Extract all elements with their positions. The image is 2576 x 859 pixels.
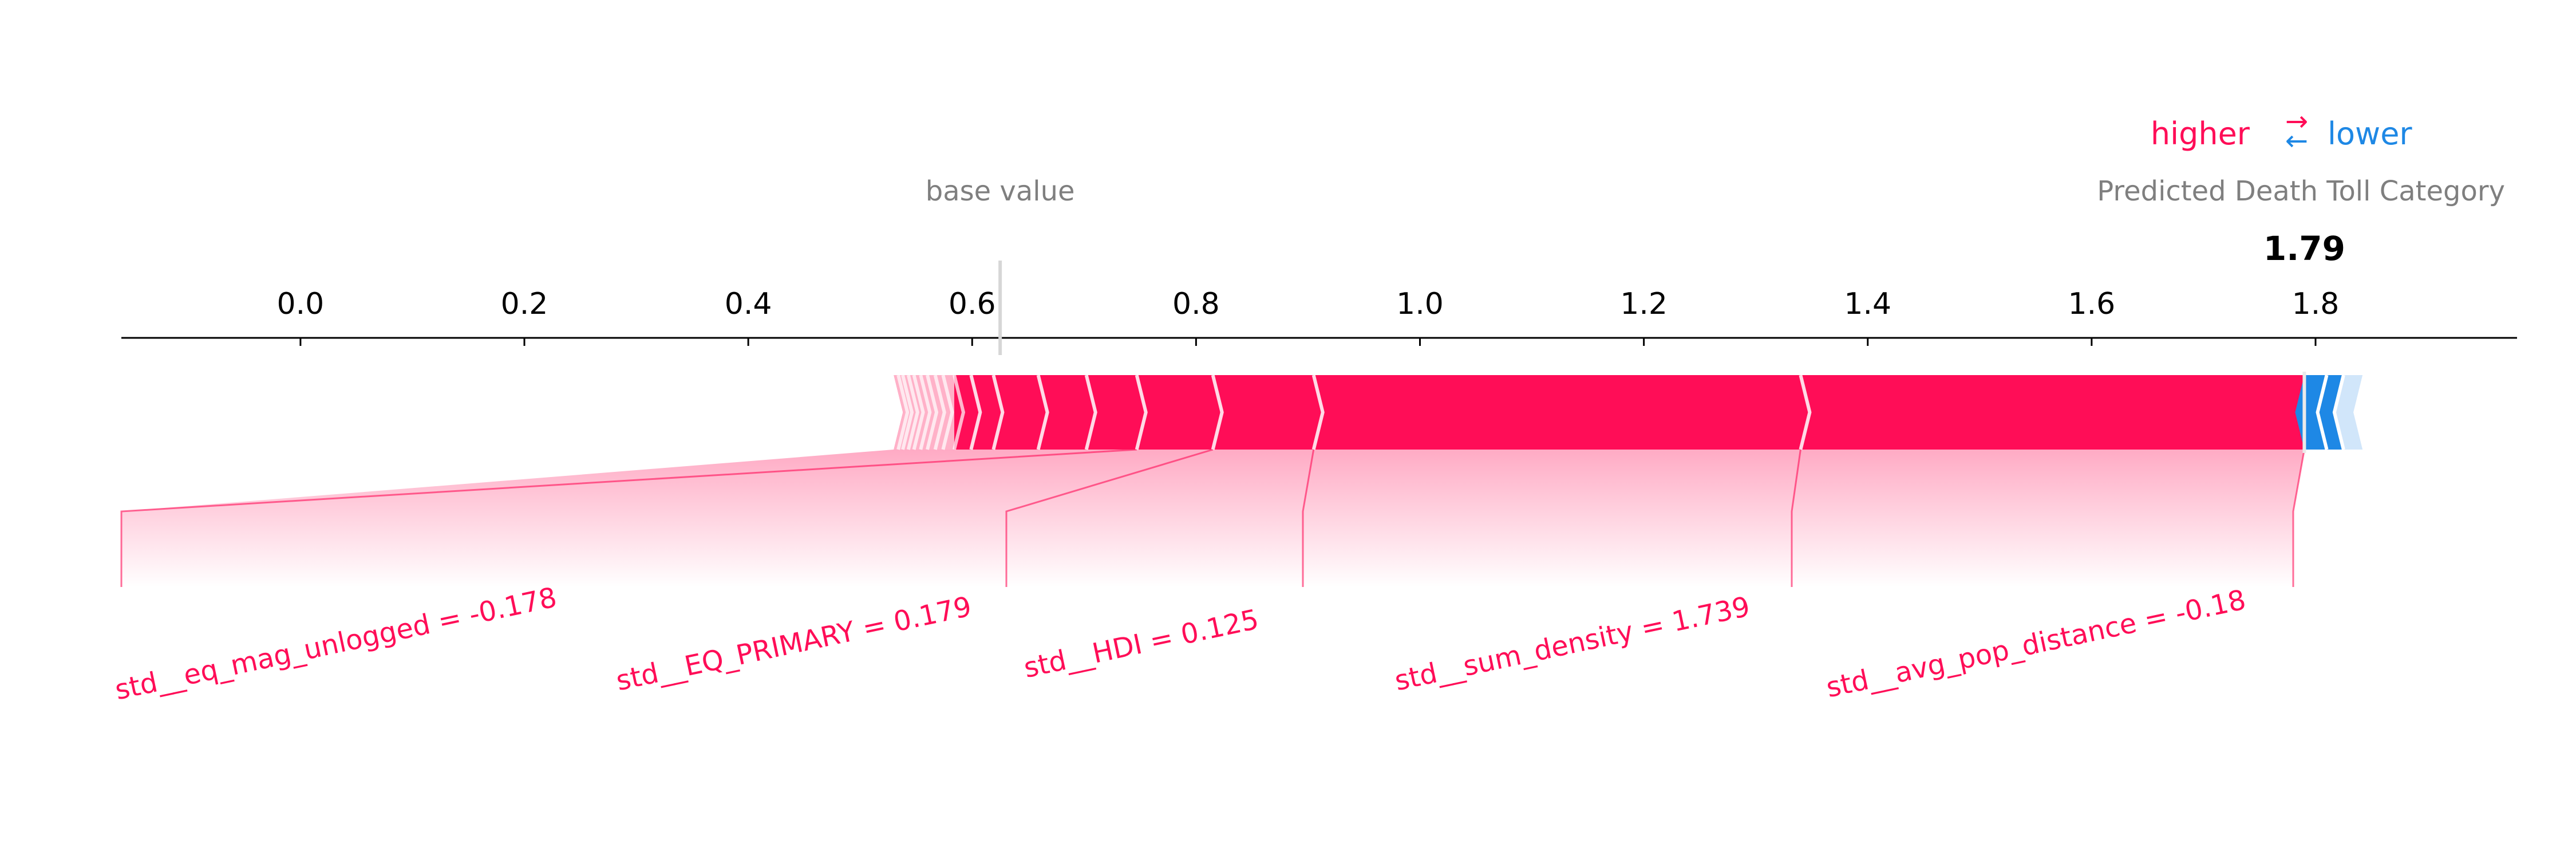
x-tick-label: 1.6 <box>2068 287 2116 321</box>
segment-separator <box>1135 375 1148 450</box>
segment-separator <box>953 375 966 450</box>
segment-separator <box>1799 375 1812 450</box>
x-tick-label: 1.0 <box>1396 287 1444 321</box>
label-fade-region <box>1006 450 1314 587</box>
segment-separator <box>919 375 932 450</box>
segment-separator <box>941 375 954 450</box>
x-tick-label: 1.4 <box>1844 287 1891 321</box>
legend-higher: higher <box>2151 116 2250 152</box>
segment-separator <box>926 375 939 450</box>
segment-separator <box>991 375 1005 450</box>
x-tick-label: 0.4 <box>725 287 772 321</box>
label-connector <box>1302 449 1315 587</box>
negative-force-bar <box>2334 375 2363 450</box>
label-fade-region <box>1303 450 1801 587</box>
label-connector <box>2292 449 2305 587</box>
feature-labels: std__avg_pop_distance = -0.18 std__sum_de… <box>112 581 2249 706</box>
svg-text:→: → <box>2285 105 2308 137</box>
label-connector <box>120 448 1137 587</box>
segment-separator <box>969 375 982 450</box>
feature-label: std__avg_pop_distance = -0.18 <box>1823 584 2249 704</box>
feature-label: std__sum_density = 1.739 <box>1392 590 1752 697</box>
feature-label: std__EQ_PRIMARY = 0.179 <box>613 590 974 697</box>
output-value: 1.79 <box>2263 229 2345 268</box>
segment-separator <box>896 375 910 450</box>
segment-separator <box>1311 375 1325 450</box>
svg-text:←: ← <box>2285 125 2308 157</box>
segment-separator <box>1036 375 1049 450</box>
force-bars <box>894 375 2363 450</box>
label-fades <box>121 450 2305 587</box>
feature-label: std__HDI = 0.125 <box>1021 604 1262 685</box>
segment-separator <box>2316 375 2329 450</box>
base-value-label: base value <box>926 175 1075 207</box>
label-fade-region <box>1792 450 2305 587</box>
legend-lower: lower <box>2328 116 2412 152</box>
label-connectors <box>120 448 2305 587</box>
positive-force-bar <box>894 375 2305 450</box>
segment-separator <box>2332 375 2345 450</box>
x-tick-label: 0.8 <box>1172 287 1220 321</box>
x-tick-label: 1.2 <box>1620 287 1668 321</box>
x-tick-label: 0.0 <box>277 287 325 321</box>
segment-separator <box>901 375 914 450</box>
x-axis-ticks: 0.0 0.2 0.4 0.6 0.8 1.0 1.2 1.4 1.6 1.8 <box>277 287 2340 346</box>
label-fade-region <box>121 450 1137 587</box>
label-fade-region <box>121 450 1213 587</box>
segment-separator <box>912 375 925 450</box>
label-connector <box>1005 448 1214 587</box>
segment-separator <box>1084 375 1097 450</box>
output-name-label: Predicted Death Toll Category <box>2097 175 2505 207</box>
segment-separator <box>933 375 946 450</box>
negative-force-bar <box>2317 375 2344 450</box>
x-tick-label: 0.2 <box>501 287 548 321</box>
x-tick-label: 0.6 <box>949 287 996 321</box>
segment-separator <box>906 375 919 450</box>
legend-arrows-icon: → ← <box>2285 105 2308 157</box>
feature-label: std__eq_mag_unlogged = -0.178 <box>112 581 559 706</box>
segment-separator <box>1211 375 1224 450</box>
x-tick-label: 1.8 <box>2292 287 2340 321</box>
label-connector <box>1791 449 1801 587</box>
